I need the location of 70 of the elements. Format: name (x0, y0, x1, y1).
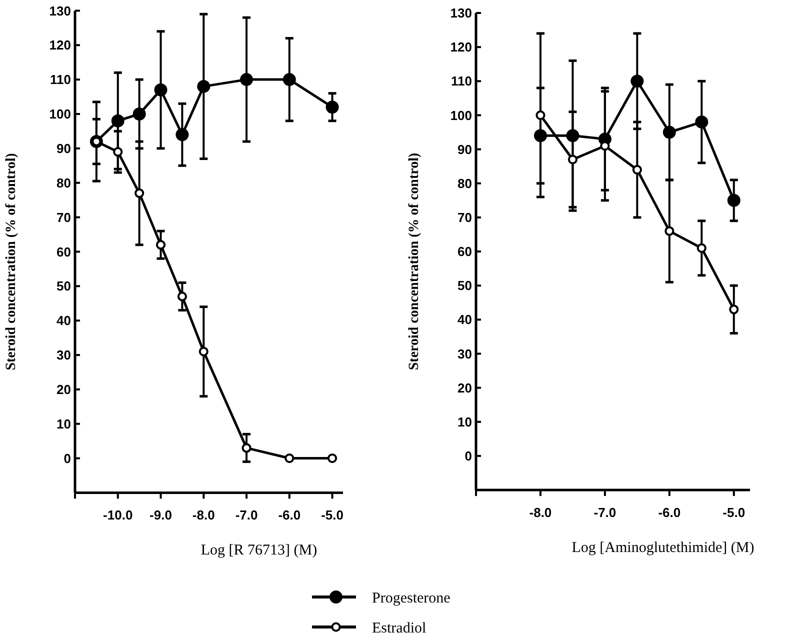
point (176, 128, 189, 142)
y-tick-label: 90 (458, 142, 472, 157)
y-tick-label: 10 (458, 414, 472, 430)
y-tick-label: 110 (451, 74, 472, 89)
point (695, 116, 708, 129)
point (632, 164, 642, 175)
y-tick-label: 120 (49, 38, 71, 53)
y-tick-label: 30 (56, 348, 71, 363)
y-tick-label: 50 (56, 278, 71, 294)
y-tick-label: 40 (458, 312, 472, 328)
x-tick-label: -7.0 (235, 508, 258, 523)
x-tick-label: -10.0 (103, 508, 133, 523)
x-tick-label: -8.0 (192, 508, 215, 523)
y-axis-title: Steroid concentration (% of control) (407, 152, 422, 370)
x-tick-label: -6.0 (658, 505, 681, 520)
point (197, 80, 210, 93)
point (284, 453, 294, 464)
point (568, 154, 578, 164)
point (729, 304, 739, 314)
legend-label: Estradiol (372, 620, 426, 636)
y-tick-label: 20 (458, 380, 472, 396)
x-axis-title: Log [Aminoglutethimide] (M) (572, 540, 754, 556)
y-tick-label: 20 (56, 382, 71, 397)
y-tick-label: 30 (458, 346, 472, 362)
y-tick-label: 60 (458, 244, 472, 260)
y-tick-label: 120 (450, 40, 472, 55)
x-tick-label: -5.0 (722, 505, 746, 520)
legend-label: Progesterone (372, 590, 451, 606)
y-tick-label: 10 (56, 416, 71, 432)
y-tick-label: 90 (56, 140, 71, 156)
point (326, 100, 339, 114)
y-tick-label: 110 (50, 72, 71, 88)
point (134, 188, 144, 198)
x-tick-label: -8.0 (529, 505, 552, 520)
y-tick-label: 70 (458, 210, 472, 225)
x-tick-label: -6.0 (278, 508, 301, 523)
point (132, 107, 146, 120)
point (198, 346, 208, 356)
x-axis-title: Log [R 76713] (M) (200, 542, 318, 559)
y-tick-label: 80 (56, 175, 71, 190)
point (727, 194, 740, 207)
point (240, 73, 254, 86)
point (630, 74, 644, 88)
point (154, 83, 168, 96)
y-tick-label: 0 (64, 450, 71, 466)
y-tick-label: 50 (458, 278, 472, 294)
y-tick-label: 40 (56, 313, 71, 328)
y-axis-title: Steroid concentration (% of control) (4, 152, 19, 370)
y-tick-label: 100 (450, 108, 472, 123)
y-tick-label: 130 (49, 3, 71, 18)
y-tick-label: 70 (56, 210, 71, 225)
point (113, 147, 123, 157)
y-tick-label: 0 (464, 448, 472, 464)
point (156, 240, 166, 250)
point (327, 453, 338, 464)
x-tick-label: -5.0 (321, 508, 344, 523)
point (177, 292, 187, 302)
y-tick-label: 60 (56, 244, 71, 260)
y-tick-label: 80 (458, 176, 472, 191)
y-tick-label: 130 (450, 6, 472, 21)
point (111, 114, 124, 128)
point (662, 126, 676, 139)
point (536, 110, 546, 120)
point (242, 443, 252, 453)
x-tick-label: -9.0 (150, 508, 172, 523)
point (282, 73, 296, 86)
point (664, 226, 674, 236)
point (696, 243, 706, 253)
y-tick-label: 100 (49, 106, 71, 122)
x-tick-label: -7.0 (594, 505, 616, 520)
